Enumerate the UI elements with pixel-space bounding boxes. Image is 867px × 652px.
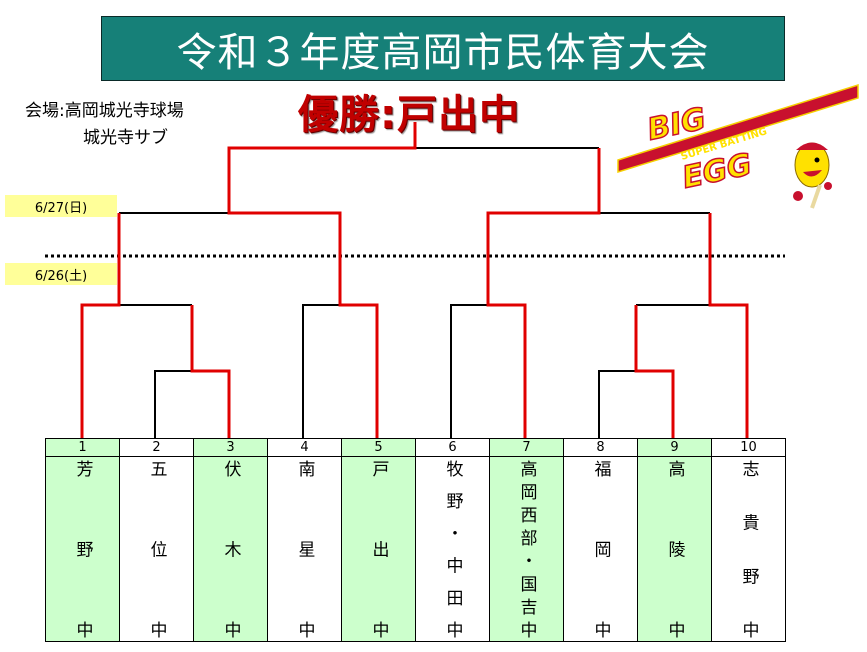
team-name-cell: 南星中 [267,456,342,642]
winner-label: 優勝:戸出中 [298,92,520,138]
bracket-line [598,370,636,438]
team-name: 南星中 [294,460,315,638]
team-number: 2 [119,438,194,457]
big-egg-logo: BIG EGG SUPER BATTING [617,83,859,209]
team-number: 5 [341,438,416,457]
team-name: 芳野中 [72,460,93,638]
egg-mascot-icon [793,142,832,209]
bracket-line [634,305,675,438]
bracket-line [486,148,601,438]
team-name-cell: 志貴野中 [711,456,786,642]
bracket-line [154,370,192,438]
team-table: 1 2 3 4 5 6 7 8 9 10 芳野中 五位中 伏木中 南星中 戸出中… [45,438,786,642]
team-name-cell: 高岡西部・国吉中 [489,456,564,642]
page-title: 令和３年度高岡市民体育大会 [101,16,785,81]
team-number: 1 [45,438,120,457]
team-name: 五位中 [146,460,167,638]
bracket-line [708,213,749,438]
team-name-cell: 芳野中 [45,456,120,642]
bracket-line [190,305,231,438]
team-name: 福岡中 [590,460,611,638]
team-name-cell: 牧野・中田中 [415,456,490,642]
team-number: 3 [193,438,268,457]
team-name-row: 芳野中 五位中 伏木中 南星中 戸出中 牧野・中田中 高岡西部・国吉中 福岡中 … [45,456,786,642]
venue-line-2: 城光寺サブ [83,128,168,148]
team-name-cell: 高陵中 [637,456,712,642]
team-number: 8 [563,438,638,457]
team-name-cell: 伏木中 [193,456,268,642]
team-name: 志貴野中 [738,460,759,638]
team-number: 6 [415,438,490,457]
bracket-line [450,304,488,438]
team-number: 7 [489,438,564,457]
team-name: 伏木中 [220,460,241,638]
team-name-cell: 福岡中 [563,456,638,642]
bracket-line [227,122,417,438]
team-number-row: 1 2 3 4 5 6 7 8 9 10 [45,438,786,457]
team-number: 10 [711,438,786,457]
team-name-cell: 五位中 [119,456,194,642]
date-label-round1: 6/26(土) [5,263,117,285]
bracket-lines-win [80,122,749,438]
team-name: 高岡西部・国吉中 [516,460,537,638]
bracket-line [302,304,340,438]
bracket-lines-loss [119,147,710,438]
team-number: 9 [637,438,712,457]
team-name: 戸出中 [368,460,389,638]
venue-line-1: 会場:高岡城光寺球場 [25,101,184,121]
bracket-line [80,213,121,438]
team-name-cell: 戸出中 [341,456,416,642]
team-name: 牧野・中田中 [442,460,463,638]
team-number: 4 [267,438,342,457]
date-label-round2: 6/27(日) [5,195,117,217]
team-name: 高陵中 [664,460,685,638]
venue-info: 会場:高岡城光寺球場 城光寺サブ [25,98,184,152]
